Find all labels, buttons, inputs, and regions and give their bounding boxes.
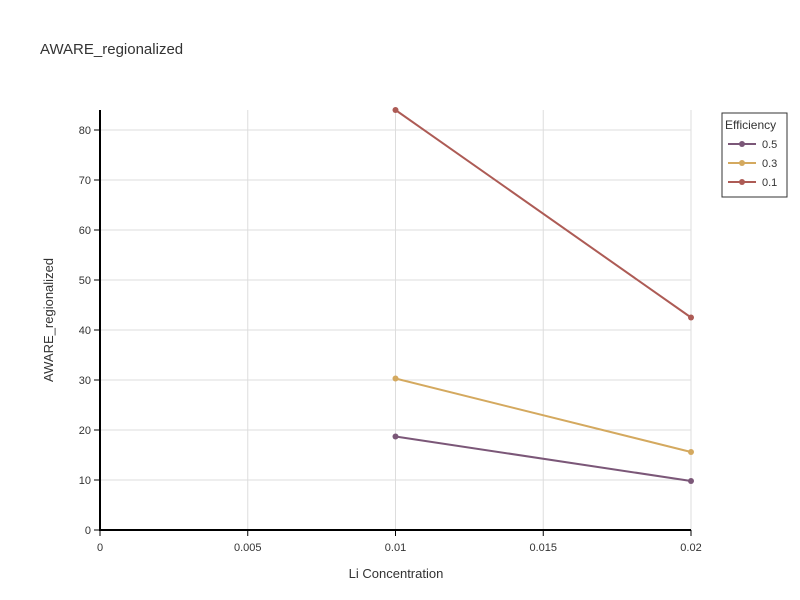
legend-swatch-marker [739, 179, 745, 185]
y-tick-label: 30 [79, 375, 91, 387]
legend-title: Efficiency [725, 118, 776, 132]
series-line-0.1 [394, 109, 692, 319]
y-tick-label: 80 [79, 125, 91, 137]
data-point-0.1 [392, 107, 399, 113]
x-tick-label: 0 [97, 542, 103, 554]
y-axis-title: AWARE_regionalized [41, 258, 56, 382]
data-point-0.5 [688, 478, 694, 484]
series-line-0.5 [395, 435, 692, 482]
y-tick-label: 0 [85, 525, 91, 537]
legend-swatch-marker [739, 160, 745, 166]
x-tick-label: 0.02 [680, 542, 701, 554]
data-point-0.3 [688, 449, 694, 455]
x-tick-label: 0.005 [234, 542, 262, 554]
x-tick-label: 0.01 [385, 542, 406, 554]
y-tick-label: 60 [79, 225, 91, 237]
x-tick-label: 0.015 [529, 542, 557, 554]
y-tick-label: 50 [79, 275, 91, 287]
grid-layer [100, 110, 692, 530]
data-point-0.1 [688, 314, 694, 321]
series-line-0.3 [395, 377, 692, 453]
legend-label: 0.3 [762, 158, 777, 170]
axis-layer: 0 0.005 0.01 0.015 0.02 0 10 20 30 40 50 60 70 80 [79, 110, 702, 554]
legend-label: 0.1 [762, 177, 777, 189]
x-axis-title: Li Concentration [349, 566, 444, 581]
y-tick-label: 40 [79, 325, 91, 337]
data-point-0.3 [392, 375, 399, 382]
series-layer [392, 107, 694, 484]
y-tick-label: 10 [79, 475, 91, 487]
legend-swatch-marker [739, 141, 745, 147]
chart-title: AWARE_regionalized [40, 41, 183, 58]
legend-label: 0.5 [762, 139, 777, 151]
data-point-0.5 [392, 433, 399, 440]
legend: Efficiency 0.5 0.3 0.1 [721, 112, 788, 198]
y-tick-label: 20 [79, 425, 91, 437]
y-tick-label: 70 [79, 175, 91, 187]
